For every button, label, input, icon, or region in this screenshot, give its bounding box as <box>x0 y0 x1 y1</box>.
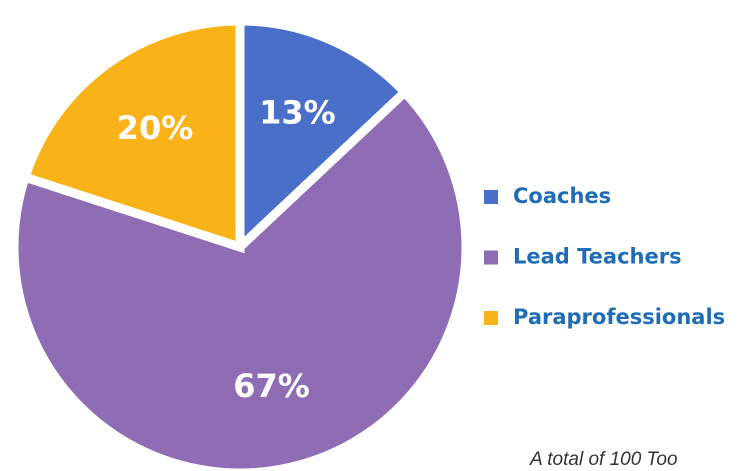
slice-label: 67% <box>233 367 310 405</box>
pie-slice <box>9 85 471 471</box>
legend-label: Coaches <box>513 184 611 208</box>
pie-slice <box>19 16 245 254</box>
legend-swatch <box>484 311 498 325</box>
legend-label: Paraprofessionals <box>513 305 725 329</box>
slice-label: 20% <box>117 109 194 147</box>
annotation: A total of 100 Too <box>529 449 678 470</box>
pie-slice <box>235 16 412 258</box>
legend-swatch <box>484 190 498 204</box>
legend-label: Lead Teachers <box>513 245 682 269</box>
slice-label: 13% <box>259 93 336 131</box>
legend-swatch <box>484 250 498 265</box>
